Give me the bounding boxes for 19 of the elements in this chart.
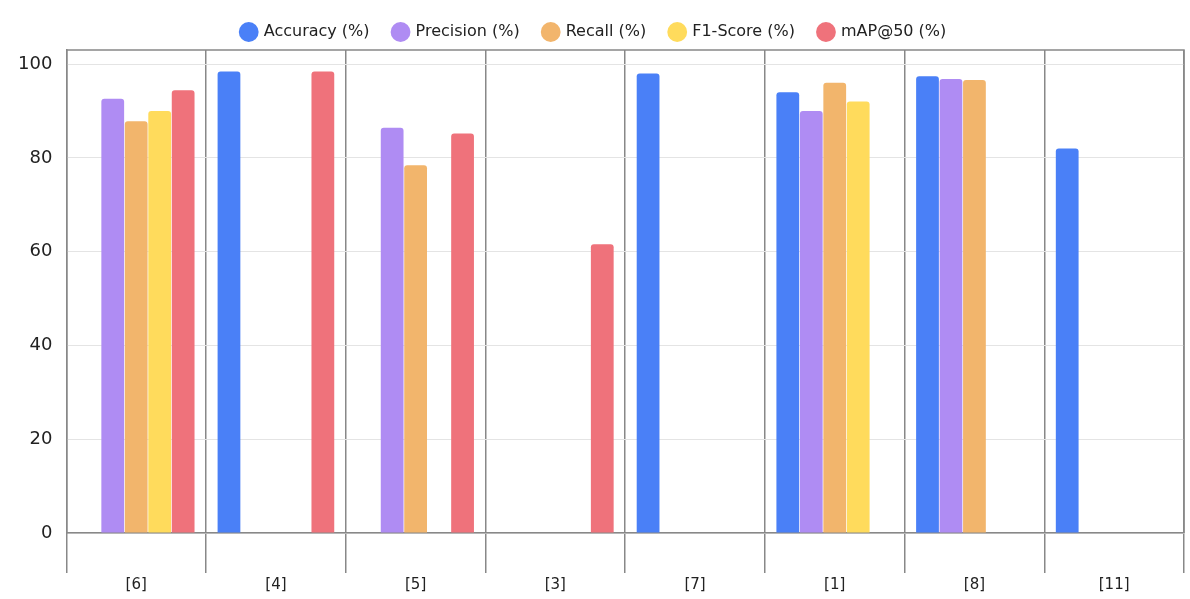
y-tick-label: 60 (29, 239, 53, 261)
legend-label: Accuracy (%) (263, 21, 370, 41)
legend-label: Recall (%) (565, 21, 647, 41)
x-tick-label: [6] (125, 574, 147, 593)
x-tick-label: [11] (1098, 574, 1130, 593)
y-tick-label: 20 (29, 426, 53, 448)
x-tick-label: [7] (684, 574, 706, 593)
legend-label: Precision (%) (415, 21, 520, 41)
y-tick-label: 100 (18, 51, 53, 73)
x-tick-label: [5] (405, 574, 427, 593)
legend-label: F1-Score (%) (692, 21, 795, 41)
x-tick-label: [4] (265, 574, 287, 593)
y-tick-label: 80 (29, 145, 53, 167)
x-tick-label: [8] (963, 574, 986, 593)
x-tick-label: [3] (544, 574, 566, 593)
y-tick-label: 0 (40, 520, 53, 542)
y-tick-label: 40 (29, 333, 53, 355)
legend-label: mAP@50 (%) (840, 21, 947, 41)
x-tick-label: [1] (824, 574, 846, 593)
